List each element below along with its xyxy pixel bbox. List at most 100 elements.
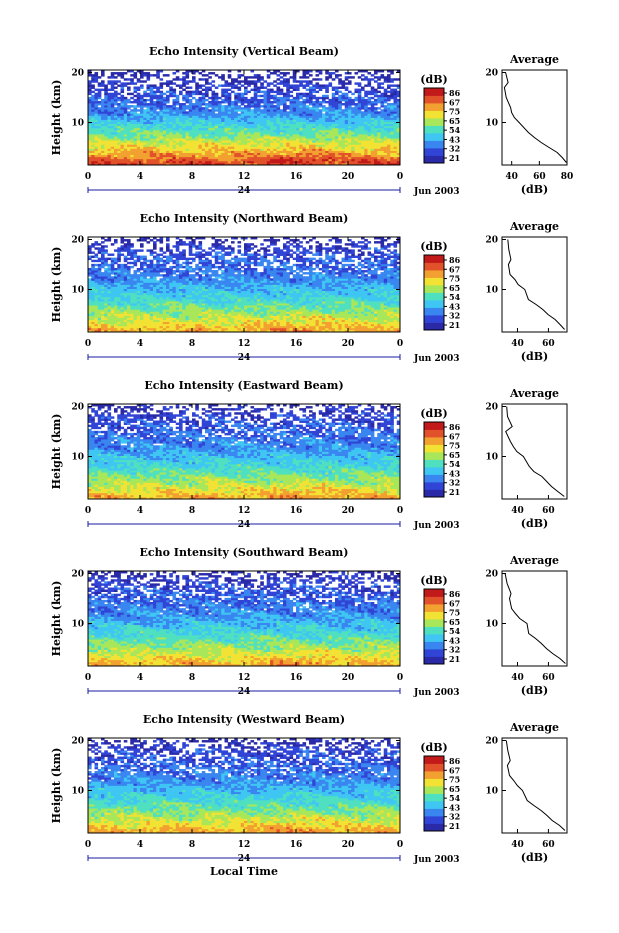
heatmap-cell — [182, 113, 186, 115]
heatmap-cell — [130, 97, 134, 99]
heatmap-cell — [173, 148, 177, 150]
heatmap-cell — [280, 128, 284, 130]
heatmap-cell — [137, 142, 141, 144]
heatmap-cell — [299, 326, 303, 328]
heatmap-cell — [179, 120, 183, 122]
heatmap-cell — [345, 138, 349, 140]
heatmap-cell — [179, 324, 183, 326]
heatmap-cell — [348, 140, 352, 142]
heatmap-cell — [322, 120, 326, 122]
heatmap-cell — [199, 78, 203, 80]
heatmap-cell — [143, 309, 147, 311]
heatmap-cell — [140, 148, 144, 150]
heatmap-cell — [293, 132, 297, 134]
heatmap-cell — [312, 130, 316, 132]
heatmap-cell — [140, 144, 144, 146]
heatmap-cell — [303, 307, 307, 309]
heatmap-cell — [394, 113, 398, 115]
heatmap-cell — [286, 315, 290, 317]
heatmap-cell — [364, 138, 368, 140]
heatmap-cell — [355, 132, 359, 134]
heatmap-cell — [358, 128, 362, 130]
heatmap-cell — [121, 322, 125, 324]
heatmap-cell — [293, 148, 297, 150]
heatmap-cell — [273, 324, 277, 326]
heatmap-cell — [143, 307, 147, 309]
heatmap-cell — [335, 144, 339, 146]
heatmap-cell — [124, 134, 128, 136]
heatmap-cell — [182, 80, 186, 82]
heatmap-cell — [218, 157, 222, 159]
heatmap-cell — [355, 103, 359, 105]
heatmap-cell — [114, 320, 118, 322]
heatmap-cell — [303, 109, 307, 111]
heatmap-cell — [91, 326, 95, 328]
heatmap-cell — [316, 161, 320, 163]
heatmap-cell — [381, 130, 385, 132]
heatmap-cell — [319, 97, 323, 99]
heatmap-cell — [101, 132, 105, 134]
heatmap-cell — [199, 126, 203, 128]
heatmap-cell — [88, 82, 92, 84]
heatmap-cell — [322, 318, 326, 320]
heatmap-cell — [273, 326, 277, 328]
heatmap-cell — [257, 157, 261, 159]
heatmap-cell — [186, 309, 190, 311]
heatmap-cell — [225, 322, 229, 324]
heatmap-cell — [368, 118, 372, 120]
heatmap-cell — [270, 311, 274, 313]
heatmap-cell — [368, 322, 372, 324]
heatmap-cell — [169, 115, 173, 117]
heatmap-cell — [101, 155, 105, 157]
heatmap-cell — [244, 157, 248, 159]
heatmap-cell — [394, 105, 398, 107]
heatmap-cell — [111, 140, 115, 142]
heatmap-cell — [182, 115, 186, 117]
average-title: Average — [509, 53, 559, 66]
heatmap-cell — [173, 146, 177, 148]
heatmap-cell — [316, 315, 320, 317]
heatmap-cell — [117, 155, 121, 157]
heatmap-cell — [267, 103, 271, 105]
heatmap-cell — [205, 124, 209, 126]
heatmap-cell — [166, 130, 170, 132]
heatmap-cell — [95, 89, 99, 91]
heatmap-cell — [143, 91, 147, 93]
heatmap-cell — [218, 97, 222, 99]
heatmap-cell — [98, 326, 102, 328]
heatmap-cell — [390, 78, 394, 80]
heatmap-cell — [377, 307, 381, 309]
heatmap-cell — [377, 155, 381, 157]
heatmap-cell — [186, 97, 190, 99]
heatmap-cell — [202, 97, 206, 99]
heatmap-cell — [212, 328, 216, 330]
heatmap-cell — [390, 80, 394, 82]
heatmap-cell — [137, 103, 141, 105]
heatmap-cell — [377, 326, 381, 328]
heatmap-cell — [108, 144, 112, 146]
heatmap-cell — [338, 140, 342, 142]
heatmap-cell — [199, 124, 203, 126]
heatmap-cell — [163, 136, 167, 138]
heatmap-cell — [348, 148, 352, 150]
heatmap-cell — [101, 322, 105, 324]
heatmap-cell — [173, 144, 177, 146]
heatmap-cell — [374, 130, 378, 132]
heatmap-cell — [156, 113, 160, 115]
heatmap-cell — [163, 115, 167, 117]
heatmap-cell — [173, 89, 177, 91]
heatmap-cell — [387, 157, 391, 159]
heatmap-cell — [140, 134, 144, 136]
heatmap-cell — [290, 315, 294, 317]
heatmap-cell — [371, 89, 375, 91]
heatmap-cell — [299, 111, 303, 113]
heatmap-cell — [156, 128, 160, 130]
heatmap-cell — [368, 93, 372, 95]
heatmap-cell — [101, 113, 105, 115]
heatmap-cell — [176, 307, 180, 309]
heatmap-cell — [140, 161, 144, 163]
heatmap-cell — [390, 107, 394, 109]
heatmap-cell — [247, 99, 251, 101]
heatmap-cell — [364, 99, 368, 101]
heatmap-cell — [280, 322, 284, 324]
